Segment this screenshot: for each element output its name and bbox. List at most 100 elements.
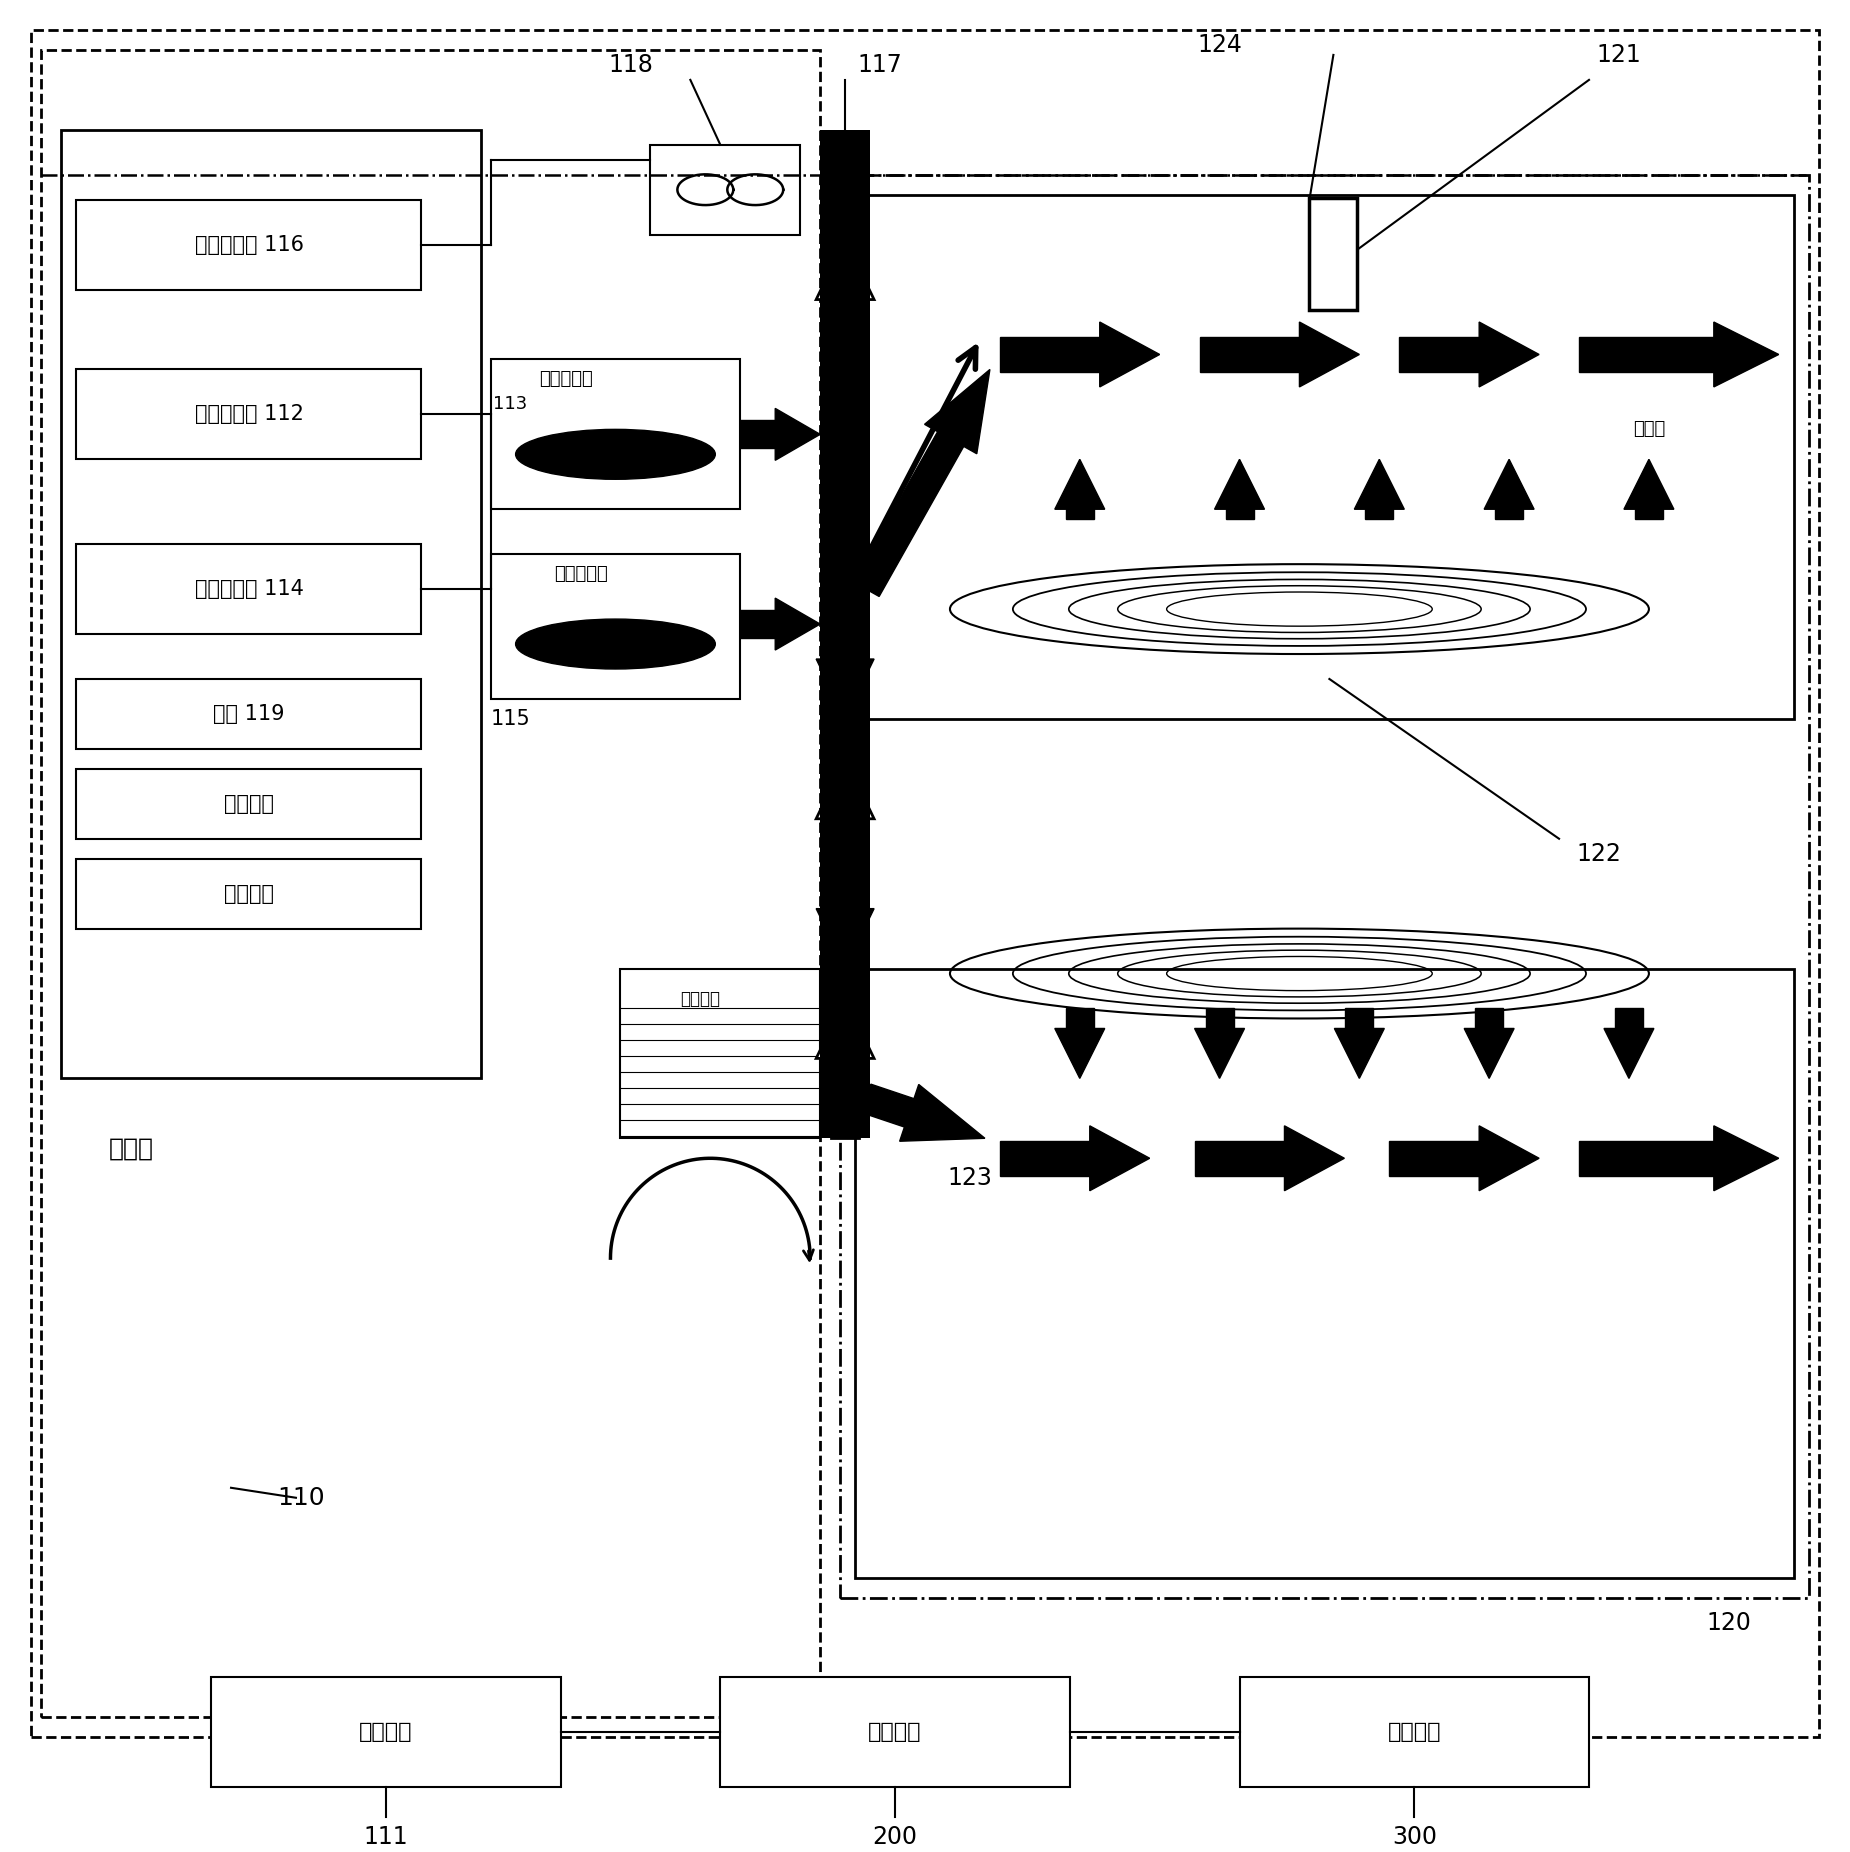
Bar bbox=[620, 969, 820, 1139]
Bar bbox=[1474, 1009, 1504, 1028]
Text: 梯度控制器 112: 梯度控制器 112 bbox=[194, 404, 303, 424]
Text: 123: 123 bbox=[947, 1167, 992, 1191]
Bar bbox=[720, 1678, 1069, 1787]
Bar bbox=[1199, 337, 1299, 372]
Polygon shape bbox=[775, 598, 820, 650]
Bar bbox=[76, 769, 420, 839]
Bar bbox=[1206, 1009, 1234, 1028]
Bar bbox=[820, 130, 869, 1139]
Polygon shape bbox=[1624, 459, 1674, 509]
Bar bbox=[651, 144, 801, 235]
Polygon shape bbox=[816, 659, 873, 719]
Bar bbox=[1240, 1678, 1589, 1787]
Bar bbox=[490, 359, 740, 509]
Bar bbox=[76, 859, 420, 928]
Bar bbox=[490, 554, 740, 698]
Polygon shape bbox=[775, 409, 820, 461]
Bar bbox=[1365, 509, 1393, 519]
Bar bbox=[831, 300, 858, 350]
Text: 300: 300 bbox=[1391, 1826, 1437, 1850]
Polygon shape bbox=[1054, 1028, 1104, 1078]
Text: 120: 120 bbox=[1706, 1611, 1752, 1635]
Bar bbox=[1225, 509, 1254, 519]
Bar bbox=[1580, 1141, 1713, 1176]
Text: 谱仪 119: 谱仪 119 bbox=[213, 704, 285, 724]
Bar bbox=[76, 680, 420, 748]
Bar bbox=[1580, 337, 1713, 372]
Bar bbox=[1310, 198, 1358, 309]
Bar bbox=[999, 337, 1099, 372]
Bar bbox=[1635, 509, 1663, 519]
Bar bbox=[1195, 1141, 1284, 1176]
Ellipse shape bbox=[516, 619, 716, 669]
Bar bbox=[855, 969, 1794, 1578]
Ellipse shape bbox=[516, 430, 716, 480]
Polygon shape bbox=[1463, 1028, 1513, 1078]
Polygon shape bbox=[1480, 1126, 1539, 1191]
Polygon shape bbox=[1480, 322, 1539, 387]
Bar bbox=[1345, 1009, 1373, 1028]
Bar bbox=[831, 819, 858, 869]
Polygon shape bbox=[1195, 1028, 1245, 1078]
Text: 118: 118 bbox=[609, 54, 653, 78]
Bar bbox=[831, 1059, 858, 1139]
Text: 110: 110 bbox=[278, 1485, 326, 1509]
Text: 111: 111 bbox=[363, 1826, 409, 1850]
Text: 124: 124 bbox=[1197, 33, 1241, 57]
Polygon shape bbox=[816, 759, 873, 819]
Text: 射频控制器 114: 射频控制器 114 bbox=[194, 580, 303, 598]
Polygon shape bbox=[853, 432, 964, 596]
Bar bbox=[76, 200, 420, 289]
Bar bbox=[1399, 337, 1480, 372]
Polygon shape bbox=[1099, 322, 1160, 387]
Polygon shape bbox=[1604, 1028, 1654, 1078]
Text: 113: 113 bbox=[494, 394, 527, 413]
Bar bbox=[831, 839, 858, 909]
Polygon shape bbox=[1054, 459, 1104, 509]
Text: 偏置电源: 偏置电源 bbox=[224, 795, 274, 813]
Bar bbox=[76, 369, 420, 459]
Bar bbox=[1495, 509, 1523, 519]
Bar bbox=[76, 544, 420, 633]
Polygon shape bbox=[1713, 1126, 1778, 1191]
Bar bbox=[41, 50, 820, 1717]
Polygon shape bbox=[816, 239, 873, 300]
Polygon shape bbox=[1484, 459, 1534, 509]
Text: 主控制器: 主控制器 bbox=[359, 1722, 413, 1743]
Bar bbox=[740, 420, 775, 448]
Polygon shape bbox=[925, 369, 990, 454]
Bar bbox=[855, 194, 1794, 719]
Bar bbox=[211, 1678, 561, 1787]
Polygon shape bbox=[1299, 322, 1360, 387]
Text: 直流电源: 直流电源 bbox=[224, 883, 274, 904]
Polygon shape bbox=[1713, 322, 1778, 387]
Polygon shape bbox=[816, 909, 873, 969]
Polygon shape bbox=[1090, 1126, 1149, 1191]
Text: 122: 122 bbox=[1576, 841, 1621, 865]
Text: 200: 200 bbox=[873, 1826, 918, 1850]
Bar bbox=[1066, 509, 1093, 519]
Bar bbox=[831, 609, 858, 659]
Polygon shape bbox=[1284, 1126, 1345, 1191]
Bar bbox=[1066, 1009, 1093, 1028]
Text: 115: 115 bbox=[490, 709, 531, 730]
Bar bbox=[1615, 1009, 1643, 1028]
Text: 梯度放大器: 梯度放大器 bbox=[538, 370, 592, 389]
Polygon shape bbox=[816, 998, 873, 1059]
Polygon shape bbox=[862, 1083, 914, 1128]
Text: 电缆接口: 电缆接口 bbox=[681, 989, 720, 1007]
Polygon shape bbox=[899, 1085, 984, 1141]
Text: 电气柜: 电气柜 bbox=[109, 1137, 154, 1161]
Polygon shape bbox=[1215, 459, 1265, 509]
Bar bbox=[1389, 1141, 1480, 1176]
Bar bbox=[840, 174, 1809, 1598]
Bar bbox=[61, 130, 481, 1078]
Polygon shape bbox=[1354, 459, 1404, 509]
Text: 显示单元: 显示单元 bbox=[868, 1722, 921, 1743]
Text: 温度控制器 116: 温度控制器 116 bbox=[194, 235, 303, 254]
Text: 射频放大器: 射频放大器 bbox=[553, 565, 607, 583]
Bar bbox=[999, 1141, 1090, 1176]
Text: 121: 121 bbox=[1597, 43, 1641, 67]
Polygon shape bbox=[1334, 1028, 1384, 1078]
Text: 主磁体: 主磁体 bbox=[1634, 420, 1665, 439]
